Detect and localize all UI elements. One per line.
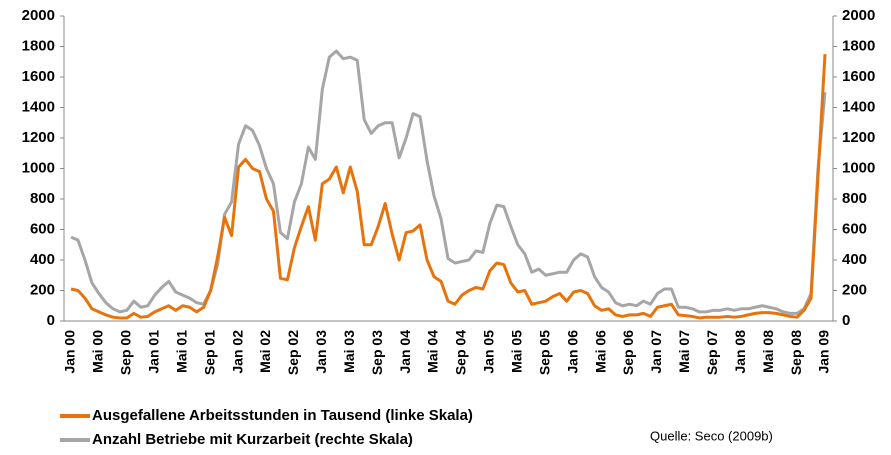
x-tick-label: Mai 00 <box>90 330 106 373</box>
x-tick-label: Mai 01 <box>173 330 189 373</box>
x-tick-label: Jan 02 <box>229 330 245 374</box>
y-tick-label: 600 <box>30 220 55 237</box>
source-note: Quelle: Seco (2009b) <box>650 428 773 443</box>
y-tick-label: 400 <box>30 251 55 268</box>
y-tick-label: 1800 <box>22 37 55 54</box>
y-tick-label: 1200 <box>22 129 55 146</box>
y2-tick-label: 1600 <box>842 68 875 85</box>
x-tick-label: Mai 08 <box>760 330 776 373</box>
x-tick-label: Jan 00 <box>62 330 78 374</box>
series-line <box>70 49 827 315</box>
y2-tick-label: 1400 <box>842 98 875 115</box>
x-tick-label: Jan 05 <box>481 330 497 374</box>
x-tick-label: Sep 02 <box>285 330 301 375</box>
x-tick-label: Jan 07 <box>648 330 664 374</box>
y2-tick-label: 0 <box>842 312 850 329</box>
y2-tick-label: 200 <box>842 281 867 298</box>
x-tick-label: Jan 09 <box>816 330 832 374</box>
y-tick-label: 200 <box>30 281 55 298</box>
x-tick-label: Jan 08 <box>732 330 748 374</box>
x-tick-label: Mai 06 <box>592 330 608 373</box>
x-tick-label: Mai 02 <box>257 330 273 373</box>
y2-tick-label: 400 <box>842 251 867 268</box>
y-tick-label: 1400 <box>22 98 55 115</box>
y-tick-label: 1000 <box>22 159 55 176</box>
x-tick-label: Jan 06 <box>564 330 580 374</box>
x-tick-label: Mai 05 <box>509 330 525 373</box>
y-tick-label: 0 <box>47 312 55 329</box>
x-tick-label: Mai 04 <box>425 330 441 373</box>
x-tick-label: Mai 03 <box>341 330 357 373</box>
x-tick-label: Sep 01 <box>201 330 217 375</box>
y2-tick-label: 2000 <box>842 7 875 24</box>
x-tick-label: Sep 03 <box>369 330 385 375</box>
legend-label: Ausgefallene Arbeitsstunden in Tausend (… <box>92 407 473 424</box>
x-tick-label: Sep 08 <box>788 330 804 375</box>
x-tick-label: Sep 05 <box>536 330 552 375</box>
x-tick-label: Jan 04 <box>397 330 413 374</box>
y-tick-label: 800 <box>30 190 55 207</box>
y2-tick-label: 1200 <box>842 129 875 146</box>
x-tick-label: Sep 07 <box>704 330 720 375</box>
y-tick-label: 2000 <box>22 7 55 24</box>
y2-tick-label: 600 <box>842 220 867 237</box>
series-line <box>70 54 827 320</box>
y2-tick-label: 1000 <box>842 159 875 176</box>
x-tick-label: Mai 07 <box>676 330 692 373</box>
y2-tick-label: 1800 <box>842 37 875 54</box>
legend-label: Anzahl Betriebe mit Kurzarbeit (rechte S… <box>92 431 413 448</box>
y-tick-label: 1600 <box>22 68 55 85</box>
x-tick-label: Sep 00 <box>118 330 134 375</box>
x-tick-label: Sep 04 <box>453 330 469 375</box>
x-tick-label: Sep 06 <box>620 330 636 375</box>
x-tick-label: Jan 03 <box>313 330 329 374</box>
x-tick-label: Jan 01 <box>145 330 161 374</box>
y2-tick-label: 800 <box>842 190 867 207</box>
